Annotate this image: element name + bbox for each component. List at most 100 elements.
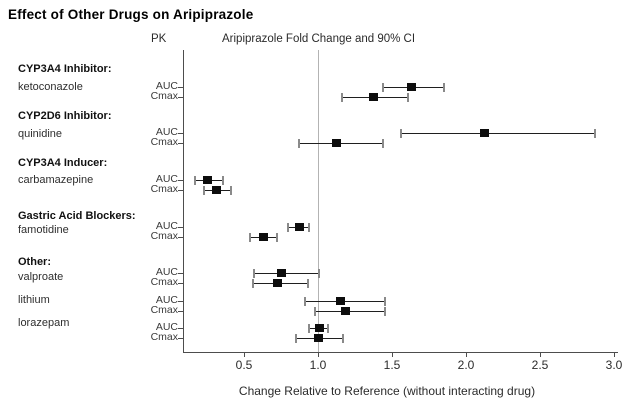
y-axis-row-tick [178,237,183,238]
y-axis-row-tick [178,301,183,302]
confidence-interval-cap-low [303,297,306,306]
confidence-interval-cap-high [407,93,410,102]
confidence-interval-cap-high [382,139,385,148]
point-estimate-marker [368,93,378,101]
confidence-interval-cap-high [442,83,445,92]
confidence-interval-cap-high [306,279,309,288]
pk-row-label: Cmax [150,230,178,242]
pk-row-label: AUC [155,173,178,185]
group-header: CYP2D6 Inhibitor: [18,110,112,122]
pk-row-label: AUC [155,294,178,306]
y-axis-row-tick [178,273,183,274]
group-header: Other: [18,256,51,268]
confidence-interval-cap-low [340,93,343,102]
x-axis-tick [244,352,245,357]
point-estimate-marker [314,334,323,342]
reference-line-1x [318,50,319,352]
y-axis-row-tick [178,190,183,191]
drug-label: famotidine [18,224,69,236]
confidence-interval-cap-low [399,129,402,138]
confidence-interval-cap-low [194,176,197,185]
confidence-interval-cap-high [308,223,311,232]
confidence-interval-cap-high [229,186,232,195]
confidence-interval-cap-low [251,279,254,288]
chart-title: Effect of Other Drugs on Aripiprazole [8,7,254,22]
drug-label: ketoconazole [18,81,83,93]
pk-row-label: AUC [155,220,178,232]
confidence-interval-cap-low [248,233,251,242]
y-axis-row-tick [178,87,183,88]
point-estimate-marker [315,324,325,332]
drug-label: quinidine [18,128,63,140]
confidence-interval-cap-high [383,307,386,316]
point-estimate-marker [211,186,221,194]
group-header: CYP3A4 Inhibitor: [18,63,112,75]
pk-row-label: Cmax [150,331,178,343]
x-axis-tick-label: 2.5 [531,358,549,372]
pk-row-label: AUC [155,321,178,333]
group-header: CYP3A4 Inducer: [18,157,108,169]
y-axis-row-tick [178,180,183,181]
y-axis-line [183,50,184,353]
point-estimate-marker [294,223,304,231]
x-axis-line [183,352,618,353]
confidence-interval-cap-high [222,176,225,185]
x-axis-tick [540,352,541,357]
confidence-interval-line [400,133,595,134]
pk-row-label: Cmax [150,136,178,148]
x-axis-tick [614,352,615,357]
confidence-interval-cap-high [342,334,345,343]
plot-column-header: Aripiprazole Fold Change and 90% CI [222,33,416,45]
y-axis-row-tick [178,328,183,329]
pk-row-label: Cmax [150,304,178,316]
drug-label: lorazepam [18,317,70,329]
x-axis-label: Change Relative to Reference (without in… [238,384,536,398]
group-header: Gastric Acid Blockers: [18,210,136,222]
confidence-interval-line [298,143,384,144]
confidence-interval-line [254,273,320,274]
confidence-interval-cap-low [203,186,206,195]
x-axis-tick [466,352,467,357]
pk-row-label: Cmax [150,90,178,102]
confidence-interval-cap-high [383,297,386,306]
x-axis-tick-label: 1.5 [383,358,401,372]
confidence-interval-cap-low [287,223,290,232]
pk-row-label: AUC [155,126,178,138]
confidence-interval-cap-low [253,269,256,278]
x-axis-tick-label: 3.0 [605,358,623,372]
confidence-interval-cap-high [327,324,330,333]
pk-row-label: AUC [155,80,178,92]
drug-label: valproate [18,271,64,283]
point-estimate-marker [203,176,212,184]
point-estimate-marker [272,279,282,287]
point-estimate-marker [277,269,286,277]
x-axis-tick [392,352,393,357]
confidence-interval-cap-low [382,83,385,92]
confidence-interval-cap-high [318,269,321,278]
y-axis-row-tick [178,227,183,228]
confidence-interval-cap-low [297,139,300,148]
drug-label: carbamazepine [18,174,94,186]
confidence-interval-line [315,311,385,312]
point-estimate-marker [331,139,341,147]
confidence-interval-cap-low [314,307,317,316]
confidence-interval-cap-high [275,233,278,242]
pk-row-label: Cmax [150,276,178,288]
point-estimate-marker [479,129,489,137]
y-axis-row-tick [178,311,183,312]
y-axis-row-tick [178,143,183,144]
pk-column-header: PK [151,33,167,45]
confidence-interval-cap-low [294,334,297,343]
x-axis-tick-label: 0.5 [235,358,253,372]
pk-row-label: AUC [155,266,178,278]
confidence-interval-cap-low [308,324,311,333]
point-estimate-marker [336,297,346,305]
y-axis-row-tick [178,133,183,134]
y-axis-row-tick [178,283,183,284]
y-axis-row-tick [178,338,183,339]
point-estimate-marker [259,233,269,241]
point-estimate-marker [407,83,417,91]
x-axis-tick-label: 1.0 [309,358,327,372]
